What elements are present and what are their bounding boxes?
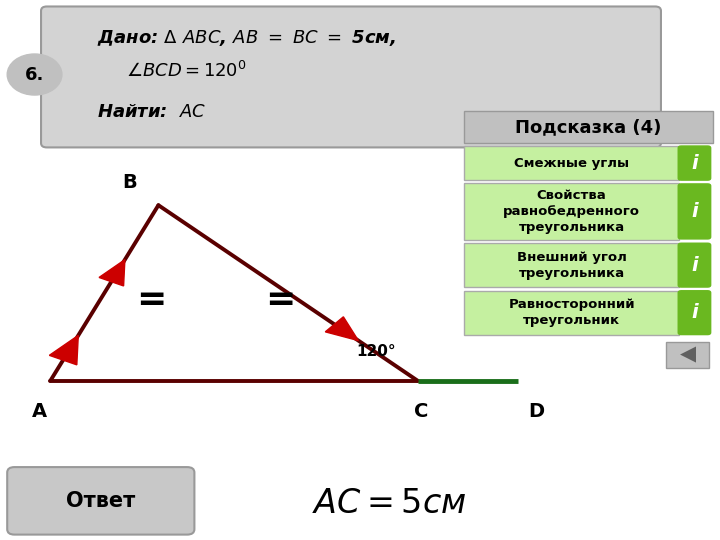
Text: 6.: 6.: [25, 65, 44, 84]
FancyBboxPatch shape: [678, 183, 711, 240]
Text: Дано: $\Delta$ $ABC$, $AB$ $=$ $BC$ $=$ 5см,: Дано: $\Delta$ $ABC$, $AB$ $=$ $BC$ $=$ …: [97, 28, 397, 48]
Text: Свойства
равнобедренного
треугольника: Свойства равнобедренного треугольника: [503, 189, 640, 234]
FancyBboxPatch shape: [666, 342, 709, 368]
FancyBboxPatch shape: [464, 291, 679, 335]
Text: $AC = 5$см: $AC = 5$см: [312, 487, 466, 520]
FancyBboxPatch shape: [464, 111, 713, 143]
FancyBboxPatch shape: [464, 146, 679, 180]
Text: =: =: [136, 283, 166, 316]
Text: Ответ: Ответ: [66, 491, 135, 511]
Text: A: A: [32, 402, 48, 421]
Text: C: C: [414, 402, 428, 421]
Text: =: =: [266, 283, 296, 316]
Text: ◀: ◀: [680, 345, 696, 365]
Polygon shape: [99, 260, 125, 286]
Text: Смежные углы: Смежные углы: [514, 157, 629, 170]
Text: i: i: [691, 202, 698, 221]
FancyBboxPatch shape: [464, 183, 679, 240]
Text: Равносторонний
треугольник: Равносторонний треугольник: [508, 298, 635, 327]
FancyBboxPatch shape: [678, 145, 711, 181]
Polygon shape: [325, 317, 359, 341]
Text: Подсказка (4): Подсказка (4): [516, 118, 662, 136]
Text: 120°: 120°: [356, 343, 396, 359]
Text: i: i: [691, 303, 698, 322]
FancyBboxPatch shape: [7, 467, 194, 535]
Polygon shape: [50, 335, 78, 365]
Text: i: i: [691, 255, 698, 275]
Text: Внешний угол
треугольника: Внешний угол треугольника: [517, 251, 626, 280]
FancyBboxPatch shape: [41, 6, 661, 147]
FancyBboxPatch shape: [678, 290, 711, 335]
Text: i: i: [691, 153, 698, 173]
Circle shape: [7, 54, 62, 95]
FancyBboxPatch shape: [678, 242, 711, 288]
Text: Найти:  $AC$: Найти: $AC$: [97, 103, 207, 121]
Text: $\angle BCD = 120^0$: $\angle BCD = 120^0$: [126, 61, 247, 82]
Text: D: D: [528, 402, 544, 421]
FancyBboxPatch shape: [464, 243, 679, 287]
Text: B: B: [122, 173, 137, 192]
